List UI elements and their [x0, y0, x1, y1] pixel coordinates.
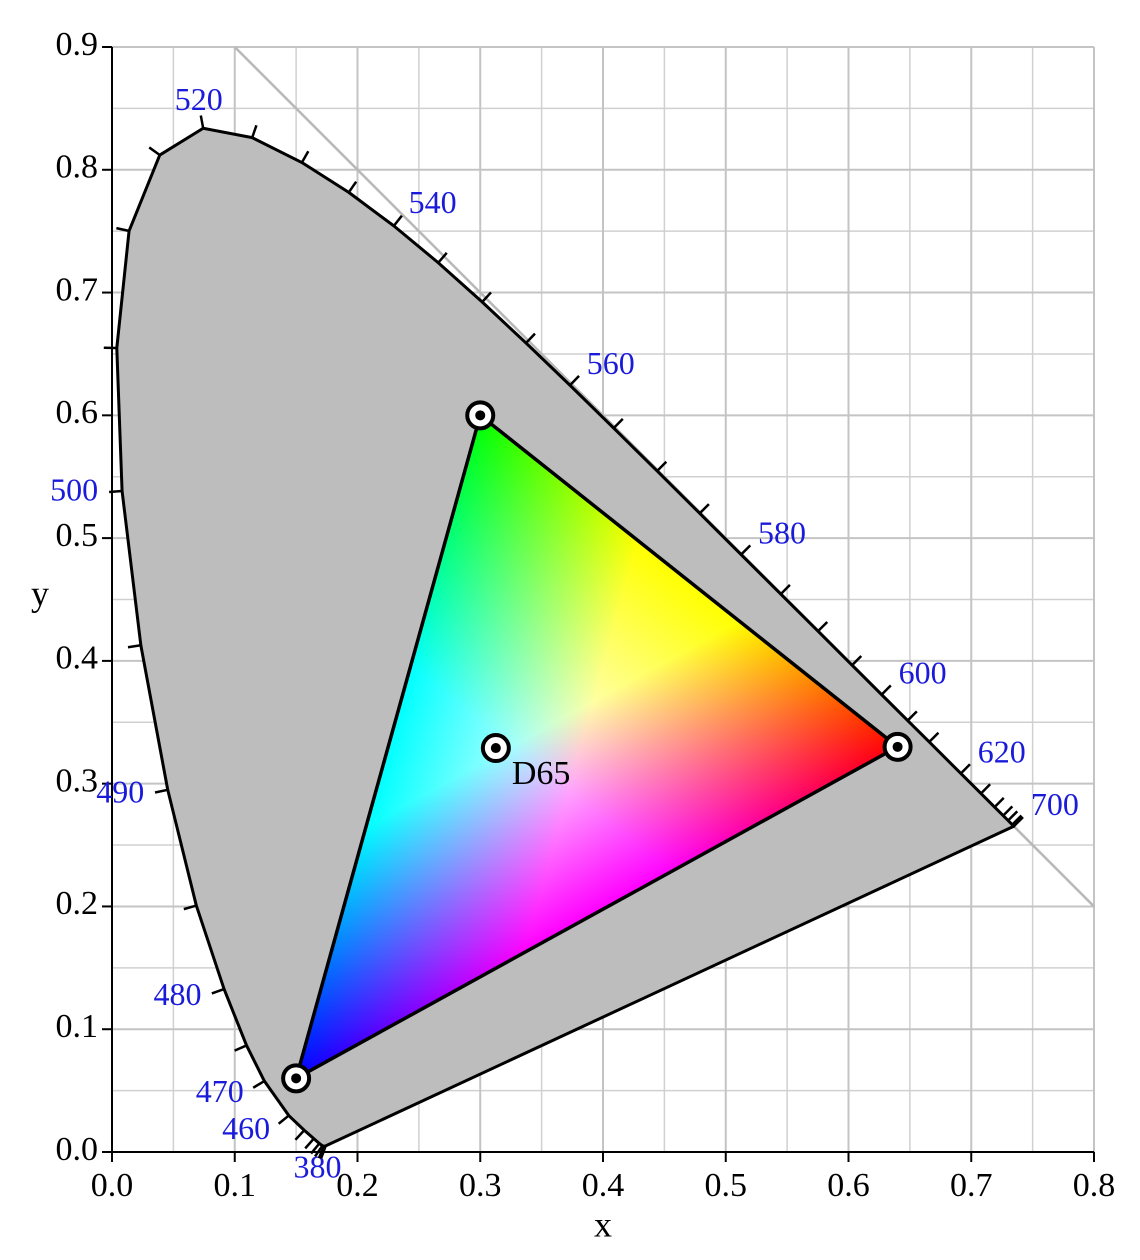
locus-tick [437, 252, 448, 264]
locus-tick [294, 1129, 306, 1141]
locus-tick [252, 1079, 265, 1089]
x-axis-label: x [594, 1204, 612, 1244]
y-tick-label: 0.0 [56, 1131, 99, 1168]
locus-tick [928, 731, 940, 743]
y-tick-label: 0.6 [56, 394, 99, 431]
locus-tick [993, 797, 1005, 808]
point-dot [490, 743, 501, 754]
gamut-fill [296, 415, 898, 1079]
locus-tick [980, 783, 992, 795]
y-tick-label: 0.1 [56, 1008, 99, 1045]
locus-tick [906, 710, 918, 722]
locus-tick [211, 987, 225, 995]
wavelength-label: 560 [587, 345, 635, 381]
wavelength-label: 600 [899, 655, 947, 691]
wavelength-label: 480 [153, 976, 201, 1012]
locus-tick [148, 146, 161, 157]
x-tick-label: 0.1 [214, 1167, 257, 1204]
locus-tick [127, 644, 142, 649]
locus-tick [1011, 814, 1023, 826]
y-tick-label: 0.7 [56, 271, 99, 308]
locus-tick [347, 180, 358, 194]
y-tick-label: 0.4 [56, 640, 99, 677]
locus-tick [612, 417, 624, 429]
x-tick-label: 0.3 [459, 1167, 502, 1204]
x-tick-label: 0.4 [582, 1167, 625, 1204]
x-tick-label: 0.5 [705, 1167, 748, 1204]
wavelength-label: 700 [1031, 786, 1079, 822]
locus-tick [199, 115, 205, 129]
white-point-label: D65 [512, 755, 571, 792]
wavelength-label: 540 [409, 184, 457, 220]
locus-tick [1002, 805, 1014, 817]
y-tick-label: 0.5 [56, 517, 99, 554]
point-dot [892, 741, 903, 752]
point-dot [475, 410, 486, 421]
point-dot [291, 1073, 302, 1084]
locus-tick [304, 1137, 315, 1150]
wavelength-label: 490 [96, 774, 144, 810]
wavelength-label: 620 [978, 733, 1026, 769]
y-tick-label: 0.3 [56, 762, 99, 799]
x-tick-label: 0.0 [91, 1167, 134, 1204]
locus-tick [656, 460, 668, 472]
gamut-gradient [296, 415, 898, 1079]
locus-tick [851, 655, 863, 667]
locus-tick [1007, 810, 1019, 822]
locus-tick [779, 584, 791, 595]
locus-tick [525, 332, 536, 344]
wavelength-label: 580 [758, 514, 806, 550]
y-tick-label: 0.8 [56, 149, 99, 186]
locus-tick [300, 150, 310, 164]
locus-tick [234, 1044, 248, 1052]
x-tick-label: 0.8 [1073, 1167, 1116, 1204]
x-tick-label: 0.7 [950, 1167, 993, 1204]
locus-tick [154, 788, 168, 794]
locus-tick [392, 214, 403, 227]
locus-tick [740, 544, 752, 556]
wavelength-label: 520 [175, 81, 223, 117]
x-tick-label: 0.6 [827, 1167, 870, 1204]
locus-tick [569, 375, 580, 387]
locus-tick [481, 291, 492, 303]
locus-tick [109, 489, 123, 494]
wavelength-label: 500 [50, 471, 98, 507]
locus-tick [314, 1145, 324, 1158]
wavelength-label: 470 [196, 1073, 244, 1109]
locus-tick [116, 226, 130, 233]
wavelength-label: 460 [222, 1110, 270, 1146]
locus-tick [880, 684, 892, 696]
locus-tick [250, 124, 258, 139]
locus-tick [817, 621, 829, 633]
y-tick-label: 0.9 [56, 26, 99, 63]
locus-tick [317, 1145, 326, 1159]
y-tick-label: 0.2 [56, 885, 99, 922]
gamut-outline [294, 413, 900, 1081]
locus-tick [277, 1114, 290, 1125]
locus-tick [310, 1142, 321, 1155]
locus-tick [183, 904, 197, 911]
y-axis-label: y [31, 573, 49, 613]
locus-tick [698, 503, 710, 515]
locus-tick [959, 763, 971, 775]
locus-tick [1012, 816, 1024, 828]
x-tick-label: 0.2 [336, 1167, 379, 1204]
